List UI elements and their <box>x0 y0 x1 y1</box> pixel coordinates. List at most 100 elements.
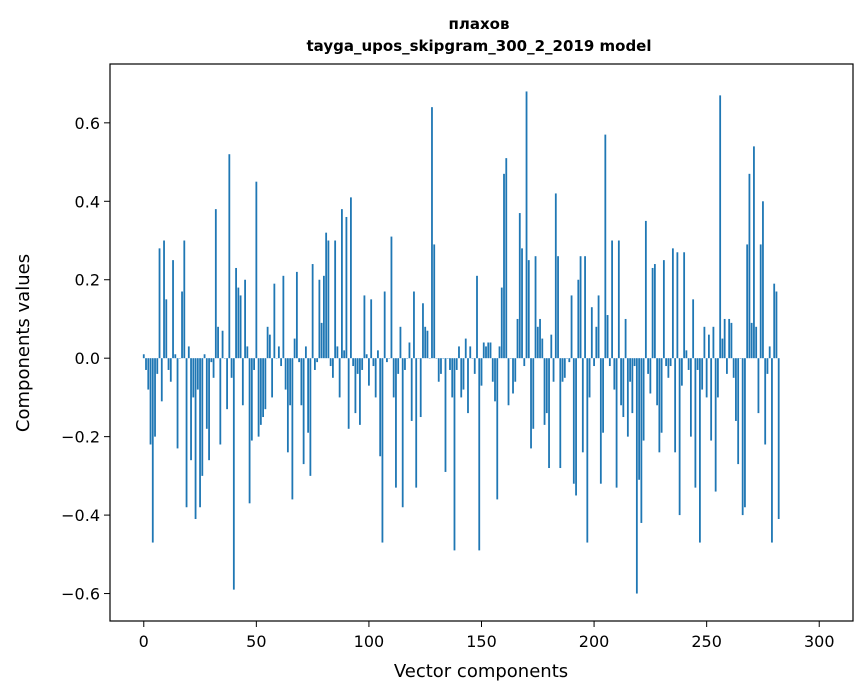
bar-191 <box>572 358 575 484</box>
bar-50 <box>255 181 258 359</box>
bar-42 <box>237 287 240 359</box>
bar-124 <box>422 303 424 359</box>
bar-179 <box>545 358 548 414</box>
bar-11 <box>167 358 170 370</box>
bar-129 <box>433 244 436 359</box>
bar-201 <box>595 326 598 359</box>
bar-216 <box>629 358 631 382</box>
bar-113 <box>397 358 400 374</box>
bar-236 <box>674 358 677 453</box>
bar-168 <box>521 248 523 359</box>
bar-198 <box>588 358 591 398</box>
bar-259 <box>726 358 728 374</box>
bar-266 <box>741 358 744 516</box>
bar-118 <box>408 342 411 359</box>
bar-145 <box>469 346 472 359</box>
bar-205 <box>604 134 607 359</box>
bar-4 <box>151 358 154 543</box>
bar-48 <box>250 358 253 441</box>
bar-24 <box>196 358 199 390</box>
bar-183 <box>554 193 557 359</box>
bar-251 <box>708 334 710 359</box>
bar-65 <box>289 358 292 406</box>
bar-9 <box>163 240 165 359</box>
bar-137 <box>451 358 454 398</box>
bar-209 <box>613 358 616 390</box>
bar-31 <box>212 358 215 378</box>
bar-25 <box>199 358 201 508</box>
bar-12 <box>169 358 172 382</box>
bar-280 <box>773 283 776 359</box>
bar-77 <box>316 358 319 363</box>
bar-252 <box>710 358 713 441</box>
bar-78 <box>318 279 321 359</box>
bar-149 <box>478 358 481 551</box>
bar-138 <box>453 358 456 551</box>
bar-103 <box>374 358 377 398</box>
x-axis-label: Vector components <box>394 661 568 682</box>
bar-119 <box>410 358 413 421</box>
bar-32 <box>214 209 217 359</box>
bar-98 <box>363 295 366 359</box>
bar-110 <box>390 236 393 359</box>
bar-273 <box>757 358 760 414</box>
bar-13 <box>172 260 174 359</box>
bar-230 <box>660 358 663 433</box>
bar-102 <box>372 358 375 367</box>
bar-262 <box>732 358 735 378</box>
bar-120 <box>413 291 415 359</box>
x-tick-label: 250 <box>691 632 722 651</box>
bar-279 <box>771 358 773 543</box>
bar-72 <box>304 346 307 359</box>
bar-8 <box>160 358 163 402</box>
bar-80 <box>322 275 325 359</box>
bar-148 <box>476 275 478 359</box>
bar-70 <box>300 358 303 406</box>
bar-221 <box>640 358 643 523</box>
bar-39 <box>230 358 233 378</box>
y-tick-label: 0.0 <box>75 349 100 368</box>
bar-104 <box>377 350 379 359</box>
bar-203 <box>599 358 602 484</box>
bar-37 <box>226 358 228 410</box>
bar-61 <box>280 358 283 367</box>
bar-150 <box>480 358 483 386</box>
y-axis-label: Components values <box>13 254 34 432</box>
y-tick-label: −0.2 <box>61 428 100 447</box>
bar-131 <box>437 358 440 382</box>
bar-277 <box>766 358 769 374</box>
bar-208 <box>611 240 613 359</box>
bar-217 <box>631 358 634 414</box>
bar-263 <box>735 358 737 421</box>
bar-115 <box>401 358 404 508</box>
bar-97 <box>361 358 364 370</box>
bar-96 <box>359 358 361 425</box>
bar-160 <box>503 173 505 359</box>
bar-76 <box>313 358 316 370</box>
bar-57 <box>271 358 274 398</box>
bar-62 <box>282 275 285 359</box>
bar-83 <box>329 358 332 367</box>
bar-52 <box>259 358 262 425</box>
bar-152 <box>485 346 487 359</box>
bar-151 <box>482 342 485 359</box>
bar-250 <box>705 358 708 398</box>
bar-116 <box>404 358 406 370</box>
bar-270 <box>750 322 753 359</box>
bar-245 <box>694 358 697 488</box>
bar-69 <box>298 358 301 363</box>
bar-121 <box>415 358 418 488</box>
bar-269 <box>748 173 751 359</box>
y-tick-label: −0.4 <box>61 506 100 525</box>
bar-7 <box>158 248 161 359</box>
bar-167 <box>518 213 521 359</box>
bar-267 <box>744 358 746 508</box>
bar-158 <box>498 346 501 359</box>
bar-162 <box>507 358 510 406</box>
bar-140 <box>458 346 460 359</box>
bar-60 <box>277 346 280 359</box>
bar-3 <box>149 358 152 445</box>
bar-282 <box>777 358 780 520</box>
bar-132 <box>440 358 442 374</box>
bar-89 <box>343 350 346 359</box>
